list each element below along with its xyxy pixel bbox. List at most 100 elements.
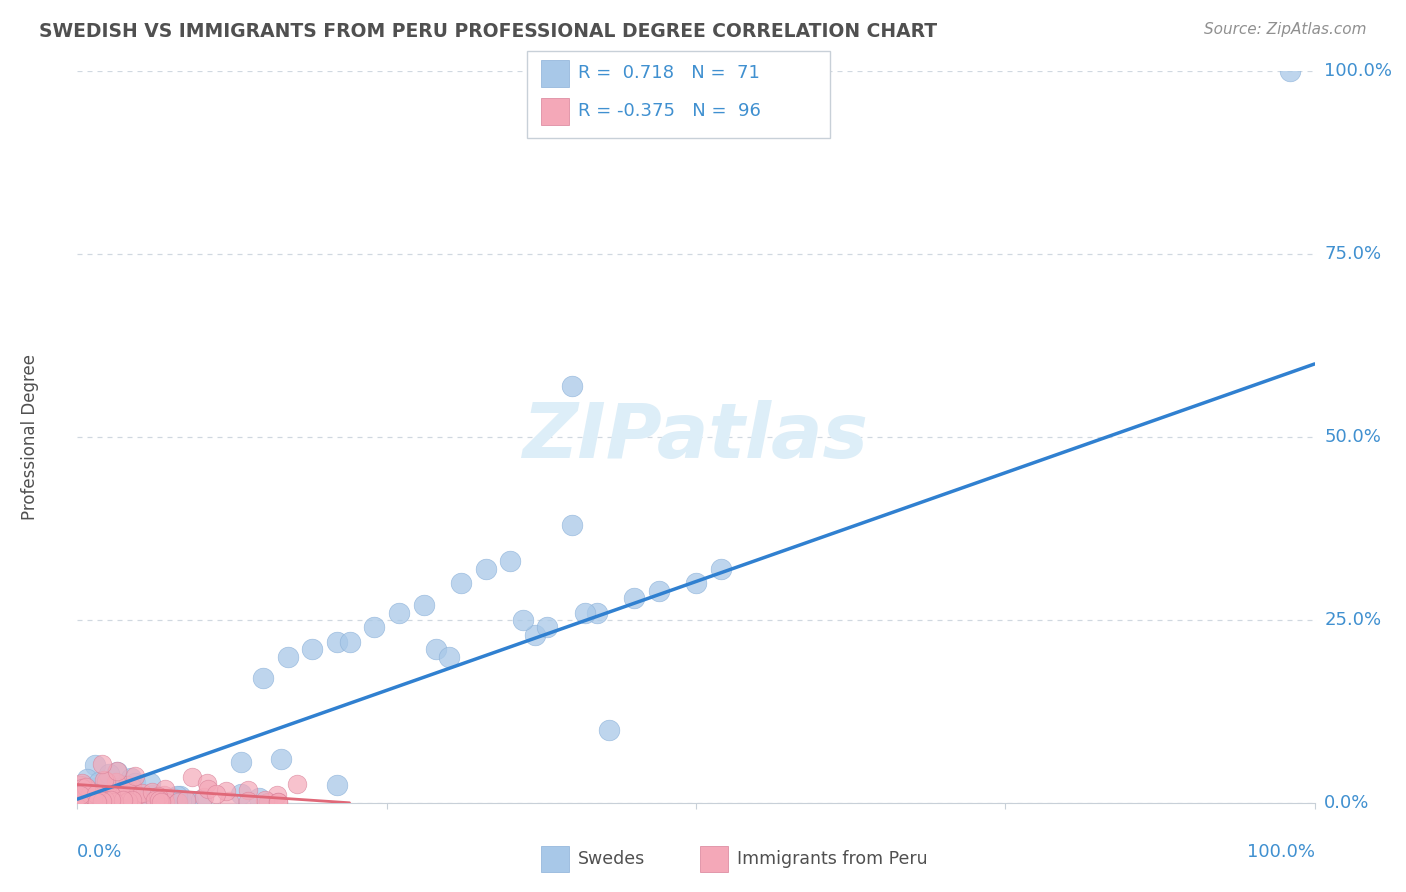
Point [117,794,139,808]
Point [90,795,112,809]
Point [100,788,122,802]
Text: 25.0%: 25.0% [1324,611,1382,629]
Point [76,783,98,797]
Point [180,770,202,784]
Point [70,780,93,795]
Point [72,779,94,793]
Point [69,790,91,805]
Point [425,642,447,657]
Point [100,793,122,807]
Text: 50.0%: 50.0% [1324,428,1381,446]
Point [117,794,139,808]
Point [252,672,274,686]
Point [120,792,142,806]
Point [146,789,169,804]
Point [72,776,94,790]
Point [586,606,609,620]
Point [86,792,108,806]
Text: 0.0%: 0.0% [77,843,122,861]
Point [73,786,96,800]
Point [388,606,411,620]
Point [214,783,236,797]
Point [103,795,125,809]
Point [72,780,94,795]
Point [450,576,472,591]
Point [84,794,107,808]
Point [80,788,103,802]
Point [524,627,547,641]
Point [83,794,105,808]
Point [107,794,129,808]
Point [339,635,361,649]
Point [710,562,733,576]
Point [72,793,94,807]
Point [72,782,94,797]
Point [326,635,349,649]
Point [83,786,105,800]
Point [267,795,290,809]
Text: 0.0%: 0.0% [1324,794,1369,812]
Point [270,752,292,766]
Point [86,793,108,807]
Point [598,723,620,737]
Point [82,787,104,801]
Point [100,786,122,800]
Point [114,787,136,801]
Point [166,789,188,803]
Point [91,788,114,802]
Point [83,780,105,795]
Point [363,620,385,634]
Point [98,790,121,805]
Point [561,379,583,393]
Point [111,793,134,807]
Point [84,787,107,801]
Point [105,774,128,789]
Point [177,794,200,808]
Point [115,795,138,809]
Point [229,788,252,802]
Text: R = -0.375   N =  96: R = -0.375 N = 96 [578,103,761,120]
Point [69,794,91,808]
Text: R =  0.718   N =  71: R = 0.718 N = 71 [578,64,759,82]
Point [86,795,108,809]
Point [115,784,138,798]
Point [197,782,219,797]
Point [685,576,707,591]
Point [160,791,183,805]
Point [90,794,112,808]
Point [149,795,172,809]
Point [195,775,218,789]
Point [174,793,197,807]
Point [266,788,288,802]
Text: Swedes: Swedes [578,850,645,868]
Point [89,780,111,794]
Point [105,764,128,779]
Point [437,649,460,664]
Point [148,793,170,807]
Text: 75.0%: 75.0% [1324,245,1382,263]
Point [326,778,349,792]
Point [69,788,91,802]
Point [93,773,115,788]
Point [76,772,98,786]
Point [110,778,132,792]
Point [143,794,166,808]
Point [128,792,150,806]
Point [169,789,191,803]
Point [89,790,111,805]
Point [256,795,278,809]
Point [574,606,596,620]
Point [69,795,91,809]
Point [249,791,271,805]
Point [254,793,277,807]
Text: 100.0%: 100.0% [1247,843,1315,861]
Point [153,788,176,802]
Point [499,554,522,568]
Point [110,790,132,805]
Point [193,789,215,804]
Point [105,764,128,778]
Point [75,789,97,804]
Point [153,782,176,797]
Point [96,773,118,788]
Point [114,789,136,803]
